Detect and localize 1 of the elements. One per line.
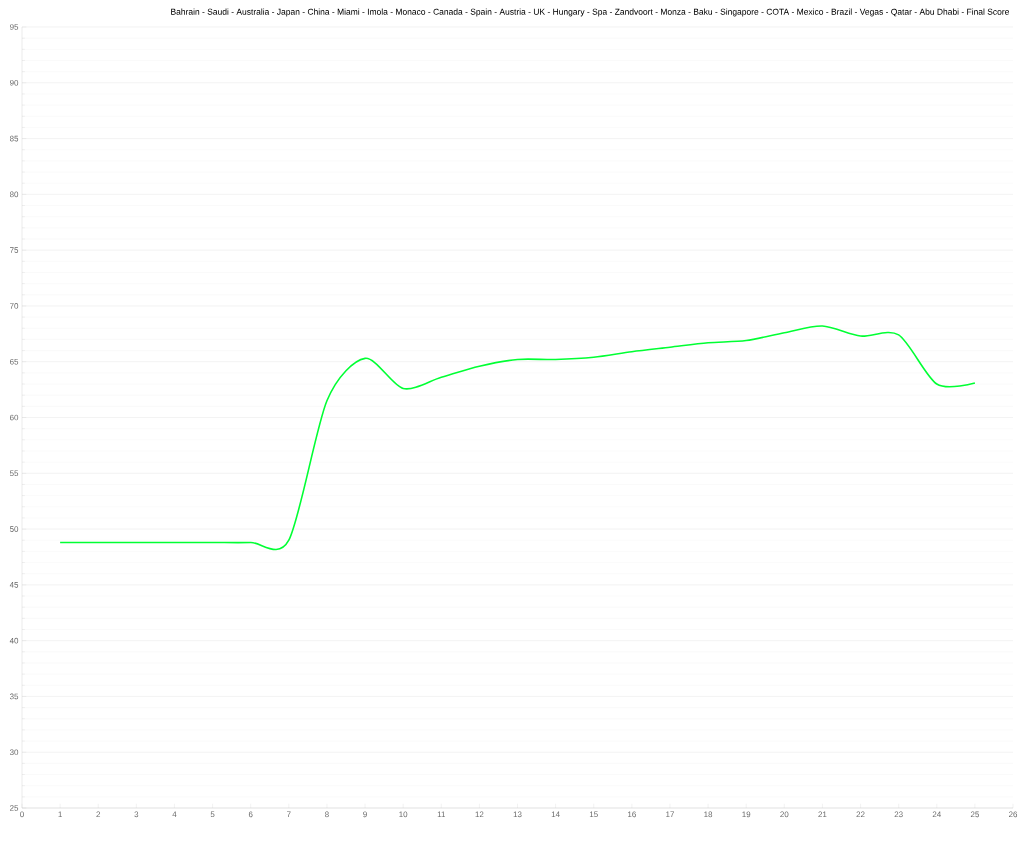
chart-title: Bahrain - Saudi - Australia - Japan - China - Miami - Imola - Monaco - Canada - Spain - Austria - UK - Hungary - Spa - Zandvoort - Monza - Baku - Singapore - COTA - Mexico - Brazil - Vegas - Qatar - Abu Dhabi - Final Score [171, 8, 1009, 17]
